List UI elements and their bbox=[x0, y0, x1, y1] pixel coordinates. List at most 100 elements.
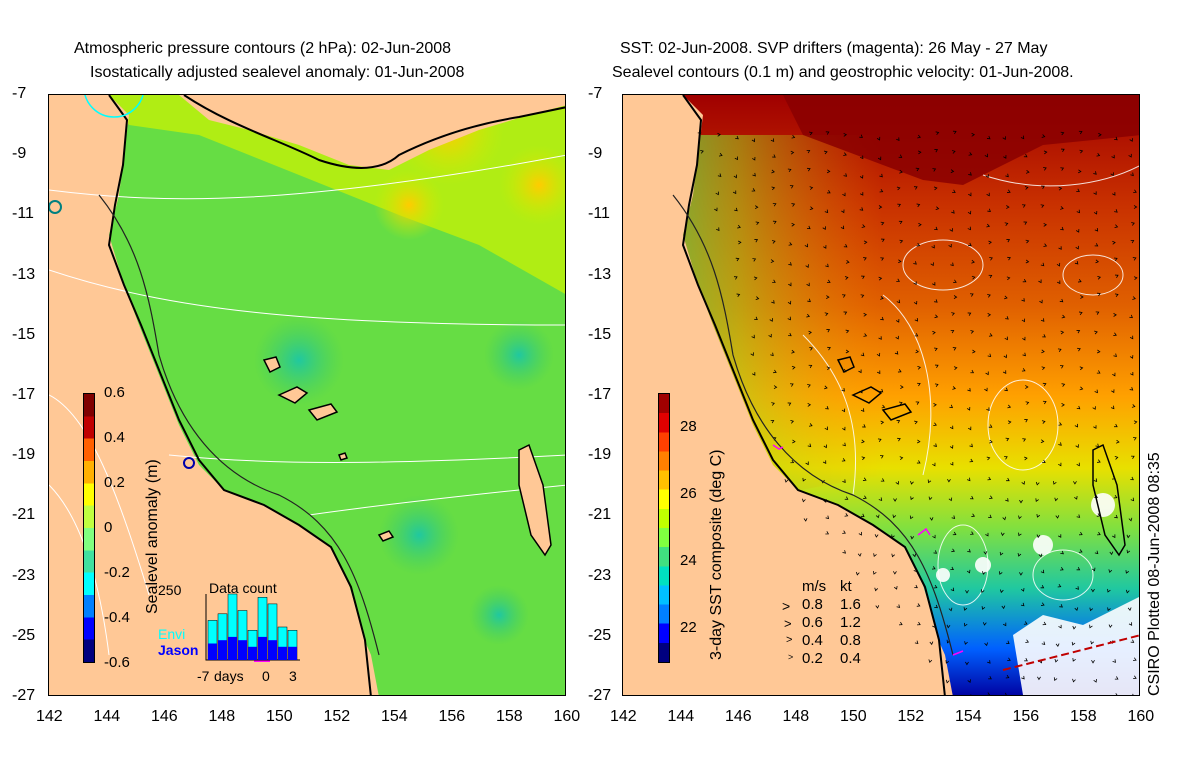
velocity-arrow bbox=[1059, 567, 1064, 571]
velocity-arrow bbox=[863, 240, 868, 245]
velocity-arrow bbox=[982, 571, 986, 575]
velocity-arrow bbox=[933, 403, 937, 407]
velocity-arrow bbox=[769, 318, 773, 322]
velocity-arrow bbox=[717, 132, 721, 137]
velocity-arrow bbox=[894, 586, 898, 590]
velocity-arrow bbox=[808, 330, 812, 335]
velocity-arrow bbox=[737, 224, 741, 229]
velocity-arrow bbox=[768, 333, 772, 338]
velocity-arrow bbox=[896, 186, 901, 191]
velocity-arrow bbox=[1060, 226, 1064, 231]
velocity-arrow bbox=[1115, 693, 1118, 695]
velocity-arrow bbox=[949, 404, 953, 409]
velocity-arrow bbox=[1130, 476, 1134, 481]
velocity-arrow bbox=[807, 298, 811, 303]
velocity-arrow bbox=[935, 206, 940, 211]
velocity-arrow bbox=[826, 279, 831, 284]
velocity-arrow bbox=[916, 242, 921, 247]
velocity-arrow bbox=[983, 551, 988, 555]
velocity-arrow bbox=[862, 477, 867, 481]
velocity-arrow bbox=[808, 423, 813, 427]
velocity-arrow bbox=[1005, 173, 1009, 178]
velocity-arrow bbox=[1129, 355, 1134, 359]
velocity-arrow bbox=[950, 262, 954, 267]
velocity-arrow bbox=[968, 172, 972, 176]
velocity-arrow bbox=[895, 319, 900, 323]
velocity-arrow bbox=[1025, 239, 1030, 244]
velocity-arrow-icon-1: > bbox=[784, 616, 792, 631]
velocity-arrow bbox=[715, 191, 719, 196]
velocity-arrow bbox=[845, 349, 850, 354]
right-lon-tick-label: 158 bbox=[1070, 708, 1097, 725]
velocity-arrow bbox=[910, 481, 914, 485]
velocity-arrow bbox=[1004, 295, 1008, 300]
velocity-arrow bbox=[1038, 279, 1042, 284]
left-lon-tick-label: 150 bbox=[266, 708, 293, 725]
velocity-legend: m/s kt > 0.8 1.6 > 0.6 1.2 > 0.4 0.8 > 0… bbox=[780, 578, 870, 670]
left-lon-tick-label: 142 bbox=[36, 708, 63, 725]
velocity-arrow bbox=[899, 239, 904, 244]
velocity-arrow bbox=[803, 518, 808, 522]
velocity-arrow bbox=[824, 312, 829, 316]
velocity-arrow bbox=[1126, 549, 1131, 554]
velocity-arrow bbox=[844, 513, 849, 517]
velocity-arrow bbox=[928, 496, 933, 501]
velocity-arrow bbox=[1060, 131, 1065, 136]
velocity-arrow bbox=[969, 293, 974, 297]
velocity-arrow bbox=[914, 640, 919, 645]
velocity-arrow bbox=[861, 456, 866, 461]
sst-map bbox=[622, 94, 1140, 696]
velocity-arrow bbox=[784, 479, 789, 483]
velocity-arrow bbox=[970, 531, 974, 535]
velocity-arrow bbox=[1113, 353, 1117, 358]
velocity-arrow bbox=[1018, 515, 1022, 520]
velocity-arrow bbox=[1020, 588, 1025, 592]
velocity-arrow bbox=[1125, 570, 1130, 574]
velocity-arrow bbox=[1130, 497, 1135, 502]
velocity-arrow bbox=[1041, 134, 1046, 138]
velocity-arrow bbox=[965, 590, 969, 594]
velocity-arrow bbox=[842, 426, 846, 431]
velocity-arrow bbox=[825, 263, 829, 268]
plot-credit: CSIRO Plotted 08-Jun-2008 08:35 bbox=[1146, 452, 1163, 696]
velocity-arrow bbox=[1072, 625, 1077, 630]
velocity-arrow bbox=[927, 479, 932, 484]
velocity-arrow bbox=[897, 203, 901, 208]
velocity-arrow bbox=[1131, 404, 1136, 408]
velocity-arrow bbox=[1007, 256, 1011, 261]
velocity-arrow bbox=[915, 401, 920, 405]
velocity-arrow bbox=[1075, 245, 1079, 250]
velocity-arrow bbox=[970, 495, 974, 500]
velocity-arrow bbox=[1043, 222, 1048, 227]
right-title-line2: Sealevel contours (0.1 m) and geostrophi… bbox=[612, 64, 1074, 81]
velocity-arrow bbox=[1079, 366, 1084, 371]
velocity-arrow bbox=[806, 225, 811, 230]
velocity-arrow bbox=[773, 385, 778, 390]
velocity-arrow bbox=[1024, 456, 1028, 461]
velocity-legend-kt-1: 1.2 bbox=[840, 614, 861, 631]
inset-bar-jason bbox=[238, 640, 247, 660]
velocity-arrow bbox=[913, 261, 917, 265]
velocity-arrow bbox=[1130, 172, 1134, 177]
velocity-arrow bbox=[1128, 517, 1133, 522]
velocity-arrow bbox=[842, 550, 847, 554]
velocity-arrow bbox=[1003, 692, 1007, 695]
velocity-arrow bbox=[950, 461, 954, 466]
right-lat-tick-label: -13 bbox=[588, 265, 612, 283]
velocity-arrow-icon-2: > bbox=[786, 634, 793, 646]
velocity-arrow bbox=[986, 692, 991, 695]
velocity-arrow bbox=[1075, 444, 1079, 449]
velocity-arrow bbox=[931, 244, 935, 249]
velocity-arrow bbox=[929, 641, 934, 646]
velocity-arrow bbox=[1007, 404, 1012, 409]
velocity-arrow-icon-0: > bbox=[782, 598, 791, 614]
inset-bar-jason bbox=[218, 640, 227, 660]
velocity-arrow bbox=[1098, 132, 1102, 137]
velocity-arrow bbox=[1021, 368, 1026, 372]
velocity-arrow bbox=[880, 420, 885, 425]
velocity-arrow bbox=[951, 210, 955, 214]
velocity-arrow bbox=[1041, 185, 1045, 189]
velocity-arrow bbox=[791, 134, 796, 139]
right-lat-tick-label: -9 bbox=[588, 145, 603, 163]
velocity-arrow bbox=[900, 385, 904, 389]
